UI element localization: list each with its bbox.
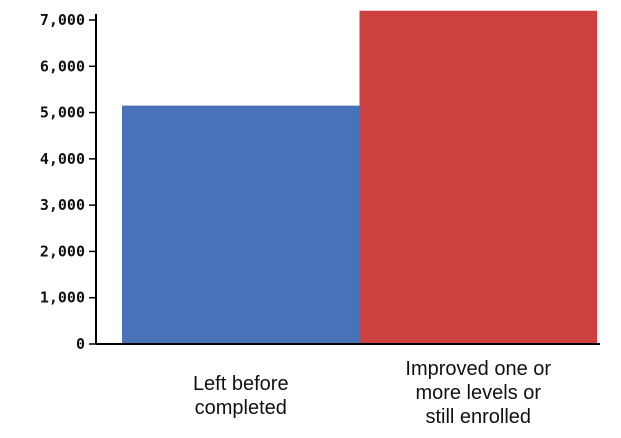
bar-2 [359,10,597,344]
y-tick-label: 5,000 [40,104,85,122]
y-tick-label: 6,000 [40,57,85,75]
x-category-label-line: completed [195,397,287,419]
y-tick-label: 1,000 [40,289,85,307]
x-category-label-line: Improved one or [405,358,551,380]
y-tick-label: 2,000 [40,242,85,260]
bars-group [122,10,597,344]
x-category-label: Left before completed [193,373,289,419]
y-tick-label: 0 [76,335,85,353]
x-category-label-line: Left before [193,373,289,395]
x-labels-group: Left before completed Improved one or more … [193,358,551,428]
y-tick-label: 3,000 [40,196,85,214]
x-category-label: Improved one or more levels or still enrol… [405,358,551,428]
axes-group [95,14,600,345]
x-category-label-line: more levels or [415,382,541,404]
y-tick-label: 4,000 [40,150,85,168]
bar-1 [122,105,360,344]
x-category-label-line: still enrolled [425,406,531,428]
y-ticks-group: 0 1,000 2,000 3,000 4,000 5,000 6,000 7,000 [40,11,96,353]
y-tick-label: 7,000 [40,11,85,29]
